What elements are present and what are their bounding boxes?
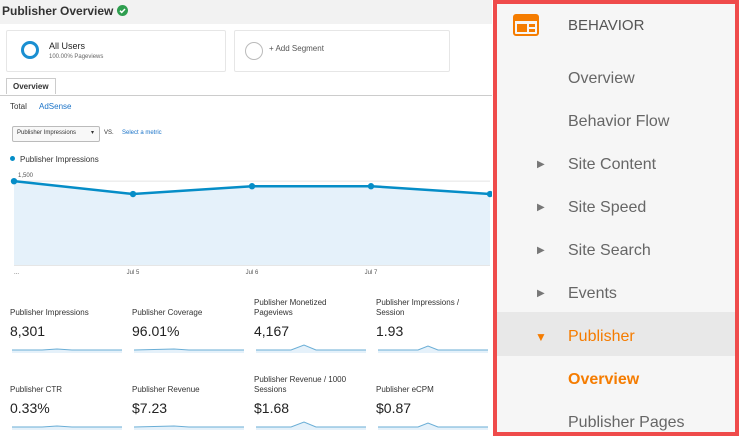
sparkline-line (12, 348, 122, 351)
nav-subitem[interactable]: Publisher Pages (568, 414, 685, 431)
sparkline-line (256, 344, 366, 351)
expand-arrow: ▶ (537, 202, 545, 213)
report-title: Publisher Overview (2, 4, 128, 18)
legend-swatch (10, 156, 15, 161)
legend: Publisher Impressions (10, 155, 99, 164)
sparkline-area (256, 422, 366, 430)
expand-arrow: ▶ (537, 245, 545, 256)
metric-label: Publisher Revenue (132, 385, 200, 394)
point (248, 183, 256, 190)
sidebar: BEHAVIOR Overview Behavior Flow ▶ Site C… (493, 0, 739, 436)
subtab[interactable]: Total (10, 102, 27, 111)
point (367, 183, 375, 190)
sparkline (12, 425, 122, 430)
segment-label: All Users (49, 41, 86, 51)
title-text: Publisher Overview (2, 4, 114, 18)
legend-label: Publisher Impressions (20, 155, 99, 164)
dropdown-label: Publisher Impressions (17, 130, 77, 136)
section-title: BEHAVIOR (568, 17, 645, 34)
area (14, 181, 490, 265)
nav-item[interactable]: Site Content (568, 156, 657, 173)
subtab[interactable]: AdSense (39, 102, 72, 111)
metric-label: Publisher eCPM (376, 385, 434, 394)
nav-item[interactable]: Overview (568, 70, 635, 87)
metric-value: 96.01% (132, 323, 180, 339)
title-bar (0, 0, 492, 24)
sparkline-line (378, 422, 488, 428)
metric-label: Publisher Revenue / 1000 Sessions (254, 375, 347, 394)
metric-card: Publisher Monetized Pageviews 4,167 (254, 298, 372, 356)
metric-card: Publisher eCPM $0.87 (376, 375, 492, 433)
point (129, 190, 137, 198)
add-icon (245, 42, 263, 60)
metric-card: Publisher Impressions 8,301 (10, 298, 128, 356)
point (10, 177, 18, 185)
sparkline-area (256, 345, 366, 353)
sparkline-line (12, 425, 122, 428)
behavior-icon (513, 14, 539, 36)
sparkline-line (134, 348, 244, 351)
expand-arrow: ▶ (537, 288, 545, 299)
nav-item[interactable]: Site Search (568, 242, 651, 259)
add-segment[interactable]: + Add Segment (234, 30, 450, 72)
metric-label: Publisher Impressions (10, 308, 89, 317)
metric-dropdown[interactable]: Publisher Impressions ▾ (12, 126, 100, 142)
nav-item-active[interactable]: Publisher (568, 328, 635, 345)
metric-card: Publisher Revenue / 1000 Sessions $1.68 (254, 375, 372, 433)
nav-item[interactable]: Site Speed (568, 199, 647, 216)
sparkline-line (134, 425, 244, 428)
sparkline (134, 348, 244, 353)
x-tick-label: Jul 6 (246, 270, 259, 276)
verified-icon (116, 5, 128, 16)
metric-card: Publisher Revenue $7.23 (132, 375, 250, 433)
sparkline (12, 348, 122, 353)
metric-value: 0.33% (10, 400, 50, 416)
select-metric-link[interactable]: Select a metric (122, 130, 162, 136)
sparkline (256, 344, 366, 353)
report-panel: Publisher Overview All Users 100.00% Pag… (0, 0, 492, 433)
segment-icon (21, 41, 39, 59)
vs-label: VS. (104, 130, 114, 136)
metric-card: Publisher Impressions / Session 1.93 (376, 298, 492, 356)
metric-value: 4,167 (254, 323, 290, 339)
metric-label: Publisher Impressions / Session (376, 298, 460, 317)
segment-sublabel: 100.00% Pageviews (49, 54, 104, 60)
nav-item[interactable]: Behavior Flow (568, 113, 670, 130)
sparkline-area (378, 346, 488, 353)
expand-arrow: ▶ (537, 159, 545, 170)
collapse-arrow: ▼ (535, 330, 547, 344)
metric-value: 1.93 (376, 323, 404, 339)
point (486, 190, 492, 198)
sparkline-line (378, 345, 488, 351)
sparkline-line (256, 421, 366, 428)
nav-item[interactable]: Events (568, 285, 617, 302)
nav-subitem-active[interactable]: Overview (568, 371, 640, 388)
metric-value: $1.68 (254, 400, 290, 416)
sparkline (134, 425, 244, 430)
dropdown-caret: ▾ (91, 130, 95, 136)
sparkline-area (378, 423, 488, 430)
metric-label: Publisher Coverage (132, 308, 203, 317)
metric-value: $7.23 (132, 400, 168, 416)
add-segment-label: + Add Segment (269, 44, 324, 53)
sparkline (378, 345, 488, 353)
active-row (497, 312, 735, 356)
x-tick-label: ... (14, 270, 19, 276)
y-tick-label: 1,500 (18, 173, 34, 179)
metric-card: Publisher CTR 0.33% (10, 375, 128, 433)
metric-value: $0.87 (376, 400, 412, 416)
metric-card: Publisher Coverage 96.01% (132, 298, 250, 356)
tab-rule (0, 95, 492, 96)
metric-label: Publisher Monetized Pageviews (254, 298, 327, 317)
x-tick-label: Jul 5 (127, 270, 140, 276)
x-tick-label: Jul 7 (365, 270, 378, 276)
tab[interactable]: Overview (6, 78, 56, 94)
sparkline (256, 421, 366, 430)
metric-value: 8,301 (10, 323, 46, 339)
metric-label: Publisher CTR (10, 385, 63, 394)
segment-card[interactable]: All Users 100.00% Pageviews (6, 30, 226, 72)
sparkline (378, 422, 488, 430)
